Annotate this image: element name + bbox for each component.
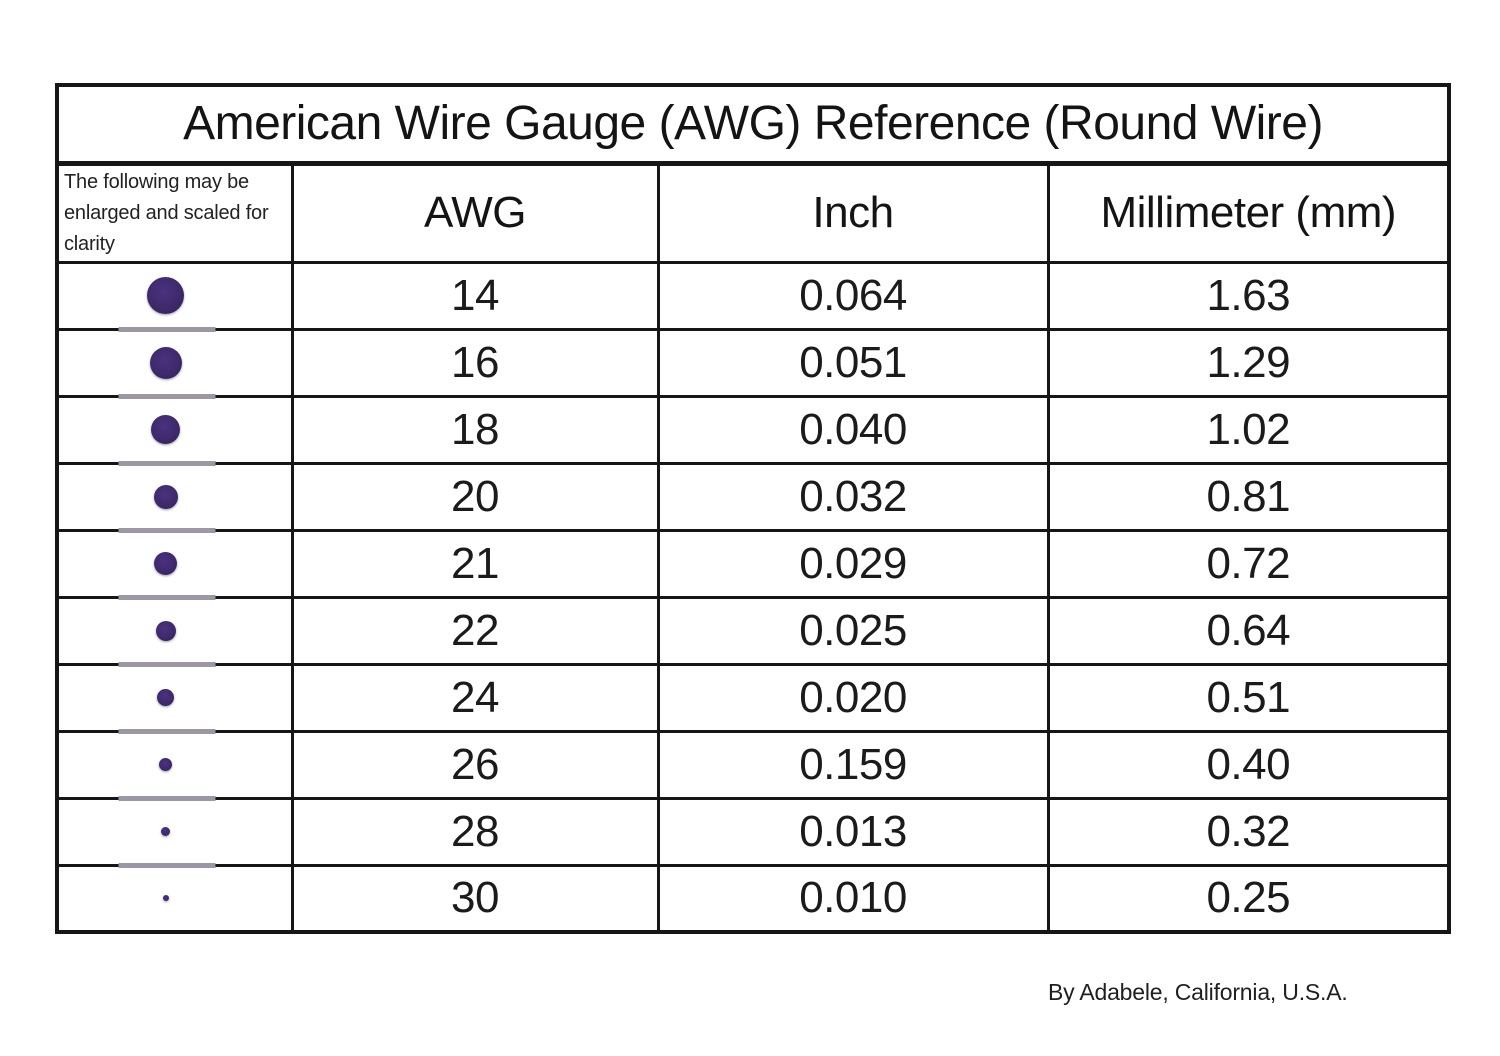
awg-value: 22 — [290, 595, 660, 666]
inch-value: 0.020 — [656, 662, 1050, 733]
awg-value: 18 — [290, 394, 660, 465]
mm-value: 1.63 — [1046, 260, 1451, 331]
table-row: 26 0.159 0.40 — [55, 729, 1451, 800]
awg-value: 20 — [290, 461, 660, 532]
inch-value: 0.029 — [656, 528, 1050, 599]
awg-value: 26 — [290, 729, 660, 800]
table-row: 20 0.032 0.81 — [55, 461, 1451, 532]
wire-diameter-dot-icon — [162, 895, 169, 902]
column-header-awg: AWG — [290, 161, 660, 264]
clarity-note: The following may be enlarged and scaled… — [55, 161, 294, 264]
table-row: 14 0.064 1.63 — [55, 260, 1451, 331]
wire-size-dot-cell — [55, 796, 294, 867]
inch-value: 0.051 — [656, 327, 1050, 398]
wire-diameter-dot-icon — [147, 277, 185, 314]
wire-size-dot-cell — [55, 327, 294, 398]
table-row: 30 0.010 0.25 — [55, 863, 1451, 934]
awg-value: 16 — [290, 327, 660, 398]
wire-size-dot-cell — [55, 595, 294, 666]
mm-value: 0.40 — [1046, 729, 1451, 800]
wire-size-dot-cell — [55, 528, 294, 599]
wire-diameter-dot-icon — [155, 620, 176, 641]
awg-reference-table: American Wire Gauge (AWG) Reference (Rou… — [55, 83, 1452, 934]
mm-value: 1.02 — [1046, 394, 1451, 465]
table-row: 24 0.020 0.51 — [55, 662, 1451, 733]
inch-value: 0.159 — [656, 729, 1050, 800]
wire-diameter-dot-icon — [149, 346, 182, 379]
mm-value: 0.64 — [1046, 595, 1451, 666]
table-row: 16 0.051 1.29 — [55, 327, 1451, 398]
wire-diameter-dot-icon — [157, 688, 175, 706]
mm-value: 0.81 — [1046, 461, 1451, 532]
mm-value: 0.32 — [1046, 796, 1451, 867]
mm-value: 1.29 — [1046, 327, 1451, 398]
inch-value: 0.064 — [656, 260, 1050, 331]
wire-diameter-dot-icon — [161, 826, 171, 836]
inch-value: 0.010 — [656, 863, 1050, 934]
inch-value: 0.025 — [656, 595, 1050, 666]
page-title: American Wire Gauge (AWG) Reference (Rou… — [55, 83, 1451, 166]
awg-value: 24 — [290, 662, 660, 733]
wire-diameter-dot-icon — [151, 415, 181, 444]
wire-size-dot-cell — [55, 461, 294, 532]
wire-diameter-dot-icon — [153, 484, 178, 509]
column-header-inch: Inch — [656, 161, 1050, 264]
mm-value: 0.72 — [1046, 528, 1451, 599]
inch-value: 0.032 — [656, 461, 1050, 532]
footer-credit: By Adabele, California, U.S.A. — [1048, 979, 1348, 1005]
inch-value: 0.040 — [656, 394, 1050, 465]
awg-value: 14 — [290, 260, 660, 331]
mm-value: 0.25 — [1046, 863, 1451, 934]
awg-value: 30 — [290, 863, 660, 934]
awg-value: 21 — [290, 528, 660, 599]
wire-size-dot-cell — [55, 394, 294, 465]
table-row: 28 0.013 0.32 — [55, 796, 1451, 867]
wire-size-dot-cell — [55, 662, 294, 733]
mm-value: 0.51 — [1046, 662, 1451, 733]
wire-diameter-dot-icon — [159, 757, 173, 771]
inch-value: 0.013 — [656, 796, 1050, 867]
table-row: 22 0.025 0.64 — [55, 595, 1451, 666]
table-row: 18 0.040 1.02 — [55, 394, 1451, 465]
wire-size-dot-cell — [55, 260, 294, 331]
wire-size-dot-cell — [55, 729, 294, 800]
wire-size-dot-cell — [55, 863, 294, 934]
table-row: 21 0.029 0.72 — [55, 528, 1451, 599]
header-row: The following may be enlarged and scaled… — [55, 161, 1451, 264]
column-header-millimeter: Millimeter (mm) — [1046, 161, 1451, 264]
awg-value: 28 — [290, 796, 660, 867]
title-row: American Wire Gauge (AWG) Reference (Rou… — [55, 83, 1451, 166]
wire-diameter-dot-icon — [154, 552, 178, 575]
